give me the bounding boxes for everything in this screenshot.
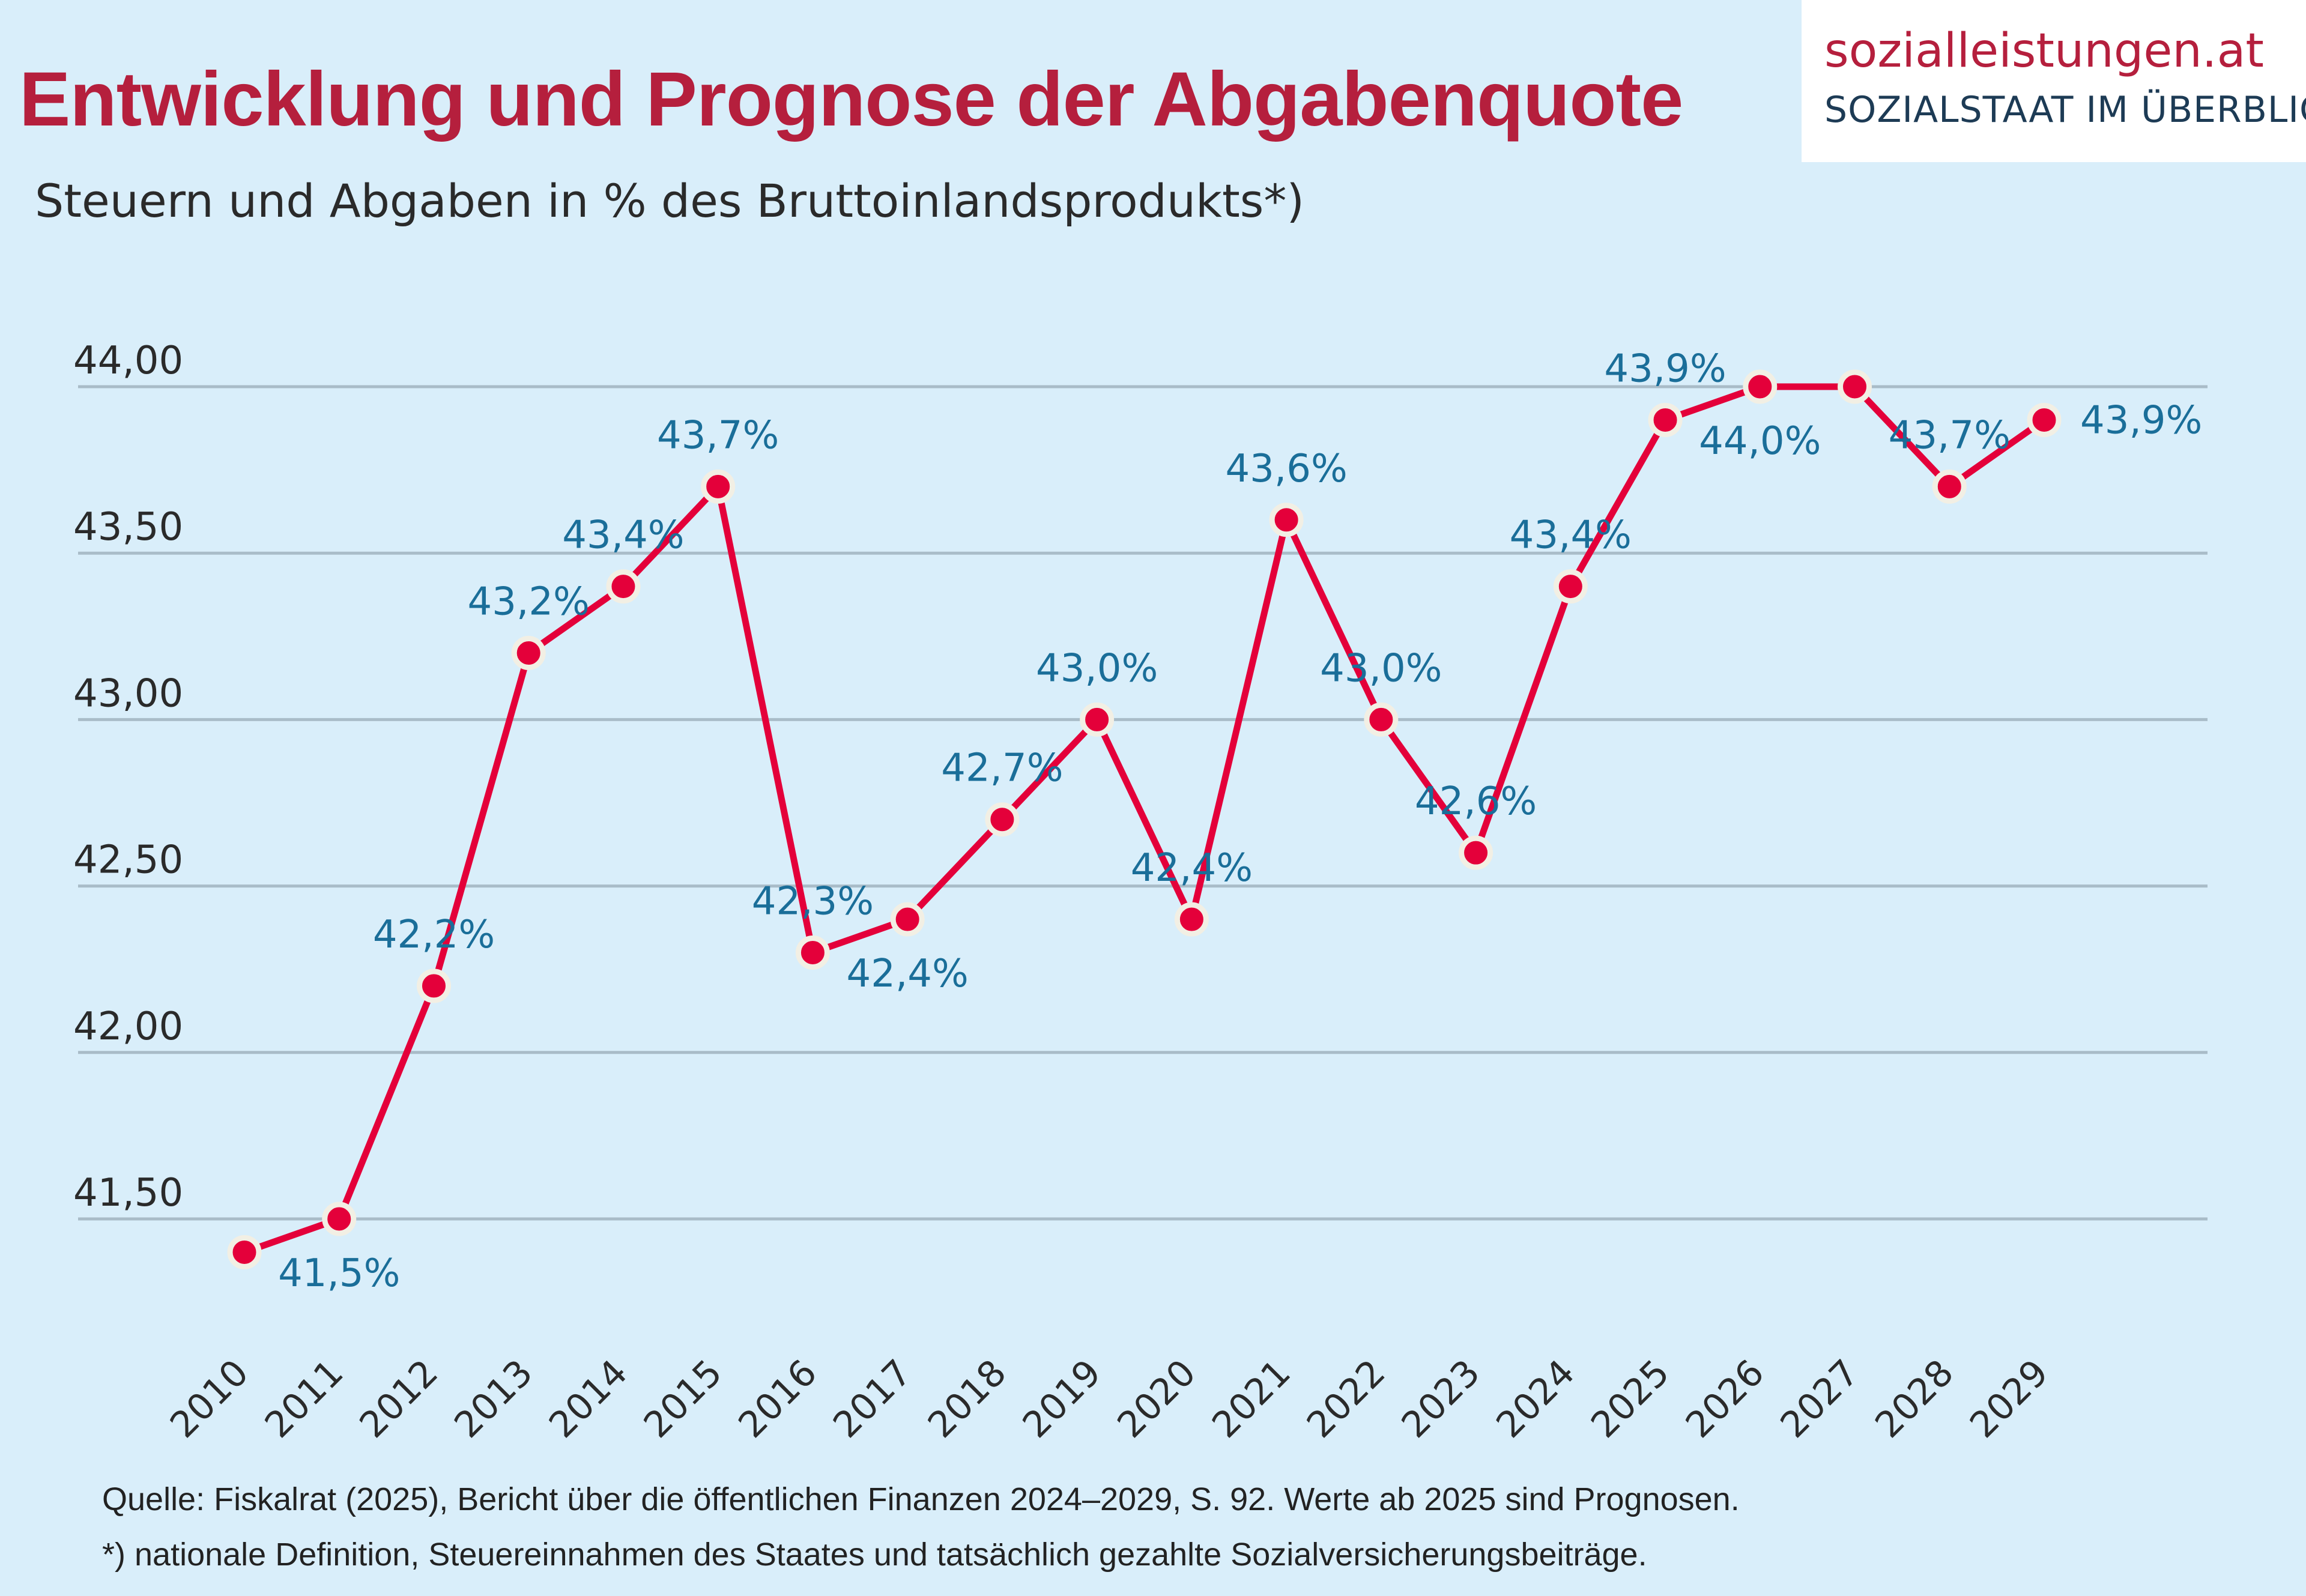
- data-label: 42,4%: [847, 952, 969, 996]
- data-point: [1553, 569, 1588, 604]
- data-label: 43,2%: [468, 580, 590, 624]
- x-tick-label: 2028: [1867, 1352, 1961, 1446]
- x-tick-label: 2027: [1773, 1352, 1867, 1446]
- x-tick-label: 2022: [1299, 1352, 1393, 1446]
- data-point: [606, 569, 641, 604]
- data-label: 43,0%: [1036, 646, 1158, 691]
- x-tick-label: 2015: [636, 1352, 730, 1446]
- data-label: 42,2%: [373, 913, 495, 957]
- data-point: [985, 802, 1020, 837]
- series-line: [243, 383, 2047, 1256]
- data-label: 42,4%: [1131, 846, 1253, 890]
- x-tick-label: 2011: [257, 1352, 351, 1446]
- x-tick-label: 2019: [1015, 1352, 1109, 1446]
- data-label: 42,6%: [1415, 779, 1537, 824]
- y-tick-label: 43,00: [73, 671, 183, 716]
- x-tick-label: 2017: [825, 1352, 919, 1446]
- data-label: 43,6%: [1225, 447, 1347, 491]
- logo: sozialleistungen.at SOZIALSTAAT IM ÜBERB…: [1802, 0, 2306, 162]
- data-point: [1648, 402, 1683, 437]
- x-tick-label: 2023: [1394, 1352, 1488, 1446]
- data-point: [227, 1235, 262, 1269]
- data-label: 42,3%: [752, 879, 874, 923]
- data-label: 42,7%: [941, 746, 1063, 791]
- x-tick-label: 2021: [1204, 1352, 1298, 1446]
- x-tick-label: 2010: [162, 1352, 256, 1446]
- logo-tagline: SOZIALSTAAT IM ÜBERBLICK: [1824, 89, 2306, 131]
- data-label: 41,5%: [278, 1251, 400, 1296]
- data-label: 43,7%: [657, 413, 779, 458]
- x-tick-label: 2024: [1488, 1352, 1582, 1446]
- logo-main-text: sozialleistungen.at: [1824, 24, 2264, 78]
- data-point: [1459, 835, 1493, 870]
- chart-subtitle: Steuern und Abgaben in % des Bruttoinlan…: [35, 174, 1305, 228]
- data-point: [511, 636, 546, 671]
- data-label: 43,4%: [1510, 513, 1632, 558]
- data-point: [416, 969, 451, 1003]
- data-point: [701, 469, 736, 504]
- data-point: [1364, 702, 1399, 737]
- data-label: 43,7%: [1889, 413, 2011, 458]
- data-point: [1080, 702, 1115, 737]
- x-tick-label: 2018: [920, 1352, 1014, 1446]
- y-tick-label: 42,50: [73, 838, 183, 883]
- x-tick-label: 2020: [1110, 1352, 1204, 1446]
- x-tick-label: 2026: [1678, 1352, 1772, 1446]
- x-tick-label: 2014: [541, 1352, 635, 1446]
- source-note: Quelle: Fiskalrat (2025), Bericht über d…: [102, 1481, 1740, 1517]
- data-point: [1932, 469, 1967, 504]
- x-tick-label: 2025: [1583, 1352, 1677, 1446]
- data-label: 43,9%: [1604, 346, 1726, 391]
- data-label: 43,9%: [2080, 398, 2202, 443]
- data-label: 44,0%: [1699, 419, 1821, 464]
- data-point: [2027, 402, 2062, 437]
- data-point: [1174, 902, 1209, 937]
- data-point: [1838, 369, 1872, 404]
- x-tick-label: 2016: [731, 1352, 825, 1446]
- y-tick-label: 42,00: [73, 1005, 183, 1049]
- data-point: [1269, 503, 1304, 537]
- x-tick-label: 2013: [446, 1352, 540, 1446]
- data-label: 43,4%: [562, 513, 684, 558]
- y-tick-label: 44,00: [73, 339, 183, 383]
- chart-title: Entwicklung und Prognose der Abgabenquot…: [19, 56, 1683, 142]
- data-point: [795, 935, 830, 970]
- definition-note: *) nationale Definition, Steuereinnahmen…: [102, 1537, 1647, 1573]
- y-tick-label: 43,50: [73, 505, 183, 549]
- y-tick-label: 41,50: [73, 1171, 183, 1215]
- data-point: [1743, 369, 1778, 404]
- data-label: 43,0%: [1320, 646, 1442, 691]
- data-point: [322, 1202, 357, 1236]
- data-point: [890, 902, 925, 937]
- x-tick-label: 2012: [352, 1352, 446, 1446]
- x-tick-label: 2029: [1962, 1352, 2056, 1446]
